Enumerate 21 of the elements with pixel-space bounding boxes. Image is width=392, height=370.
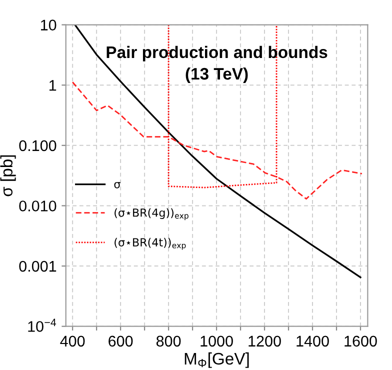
y-tick-label: 0.010 — [19, 200, 56, 212]
line-series — [74, 24, 362, 278]
legend-label: (σ⋆BR(4g))$_{exp}$ — [114, 208, 188, 220]
y-tick-label: 10$^{−4}$ — [28, 318, 56, 332]
line-series — [72, 81, 363, 200]
x-axis-title: M$_{Φ}$[GeV] — [184, 352, 249, 368]
x-tick-label: 1400 — [296, 336, 329, 347]
y-tick-label: 0.001 — [19, 260, 56, 272]
x-tick-label: 1600 — [344, 336, 377, 347]
text: Pair production and bounds (13 TeV) — [106, 46, 328, 84]
x-tick-label: 400 — [60, 336, 85, 347]
x-tick-label: 600 — [108, 336, 133, 347]
y-axis-title: σ [pb] — [0, 155, 16, 196]
x-tick-label: 1000 — [200, 336, 233, 347]
x-tick-label: 800 — [156, 336, 181, 347]
x-tick-label: 1200 — [248, 336, 281, 347]
y-tick-label: 0.100 — [19, 140, 56, 152]
y-tick-label: 10 — [41, 20, 56, 30]
legend-label: σ — [114, 182, 120, 188]
legend-label: (σ⋆BR(4t))$_{exp}$ — [114, 238, 186, 250]
y-tick-label: 1 — [49, 80, 56, 91]
